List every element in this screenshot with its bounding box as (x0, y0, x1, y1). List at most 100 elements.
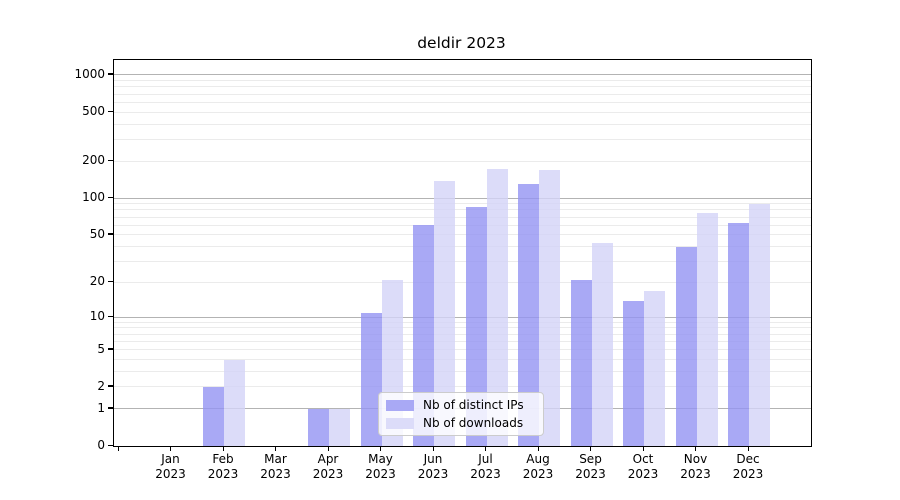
gridline-8 (114, 327, 811, 329)
plot-area (113, 59, 812, 447)
x-tick-label-Aug: Aug 2023 (522, 452, 554, 481)
gridline-3 (114, 371, 811, 373)
gridline-6 (114, 340, 811, 342)
x-tick-label-Jul: Jul 2023 (470, 452, 501, 481)
gridline-80 (114, 209, 811, 211)
bar-downloads-apr (329, 408, 350, 446)
bar-downloads-dec (749, 203, 770, 446)
y-tick-200 (108, 159, 113, 161)
bar-ips-may (360, 312, 382, 446)
legend-label-downloads: Nb of downloads (423, 416, 524, 430)
gridline-500 (114, 111, 811, 113)
gridline-4 (114, 359, 811, 361)
x-tick-label-Feb: Feb 2023 (207, 452, 239, 481)
legend-swatch-downloads (386, 417, 414, 429)
gridline-800 (114, 86, 811, 88)
gridline-7 (114, 333, 811, 335)
x-tick-Aug (537, 446, 539, 451)
y-tick-label-500: 500 (82, 104, 105, 119)
y-tick-50 (108, 233, 113, 235)
y-tick-label-10: 10 (89, 309, 105, 324)
x-tick-label-Mar: Mar 2023 (260, 452, 291, 481)
y-tick-label-0: 0 (97, 438, 105, 452)
gridline-700 (114, 93, 811, 95)
x-tick-label-Nov: Nov 2023 (680, 452, 711, 481)
chart-title: deldir 2023 (417, 34, 506, 52)
x-tick-Mar (275, 446, 277, 451)
gridline-40 (114, 246, 811, 247)
legend-item-downloads: Nb of downloads (386, 416, 543, 430)
bar-ips-apr (308, 408, 329, 446)
bar-ips-jul (465, 207, 487, 446)
x-tick-Oct (642, 446, 644, 451)
bar-downloads-oct (644, 290, 665, 446)
bar-downloads-sep (591, 242, 613, 446)
bar-ips-sep (570, 279, 592, 446)
y-tick-10 (108, 315, 113, 317)
x-tick-Sep (590, 446, 592, 451)
gridline-10 (114, 316, 811, 318)
bar-downloads-nov (696, 213, 718, 446)
y-tick-label-20: 20 (89, 274, 105, 289)
gridline-2 (114, 386, 811, 388)
y-tick-label-200: 200 (82, 153, 105, 168)
gridline-50 (114, 234, 811, 236)
y-tick-20 (108, 280, 113, 283)
y-tick-5 (108, 348, 113, 350)
gridline-600 (114, 101, 811, 103)
gridline-300 (114, 138, 811, 140)
bar-ips-feb (203, 387, 224, 446)
x-tick-label-Jan: Jan 2023 (155, 452, 186, 481)
x-tick-Jan (170, 446, 172, 451)
legend-swatch-distinct-ips (386, 399, 414, 411)
bar-downloads-jul (486, 169, 508, 446)
x-tick-Dec (747, 446, 749, 451)
gridline-70 (114, 216, 811, 218)
y-tick-0 (108, 444, 113, 446)
gridline-60 (114, 224, 811, 226)
x-tick-Nov (695, 446, 697, 451)
x-tick-Feb (222, 446, 224, 451)
gridline-200 (114, 160, 811, 162)
y-tick-label-1000: 1000 (74, 66, 105, 81)
gridline-30 (114, 261, 811, 263)
gridline-20 (114, 281, 811, 283)
bar-ips-nov (675, 246, 697, 446)
y-tick-100 (108, 196, 113, 198)
y-tick-1000 (108, 73, 113, 75)
y-tick-label-2: 2 (97, 378, 105, 393)
x-tick-leading (117, 446, 119, 451)
x-tick-label-Sep: Sep 2023 (575, 452, 606, 481)
bar-ips-oct (623, 300, 644, 446)
x-tick-label-May: May 2023 (365, 452, 396, 481)
x-tick-Apr (327, 446, 329, 451)
legend: Nb of distinct IPs Nb of downloads (378, 392, 544, 436)
bar-ips-dec (728, 223, 749, 446)
x-tick-Jun (432, 446, 434, 451)
y-tick-label-1: 1 (97, 400, 105, 415)
gridline-400 (114, 123, 811, 125)
gridline-1000 (114, 74, 811, 76)
bar-downloads-jun (434, 180, 455, 446)
gridline-5 (114, 349, 811, 351)
gridline-9 (114, 321, 811, 323)
gridline-90 (114, 203, 811, 205)
x-tick-label-Dec: Dec 2023 (732, 452, 764, 481)
y-tick-label-100: 100 (82, 190, 105, 205)
x-tick-label-Oct: Oct 2023 (627, 452, 659, 481)
y-tick-1 (108, 407, 113, 409)
bar-downloads-feb (224, 359, 245, 446)
bar-ips-aug (518, 184, 539, 446)
x-tick-label-Jun: Jun 2023 (417, 452, 449, 481)
legend-label-distinct-ips: Nb of distinct IPs (423, 398, 524, 412)
bar-ips-jun (413, 225, 434, 446)
legend-item-distinct-ips: Nb of distinct IPs (386, 398, 543, 412)
x-tick-May (380, 446, 382, 451)
gridline-100 (114, 197, 811, 199)
y-tick-2 (108, 385, 113, 387)
x-tick-label-Apr: Apr 2023 (312, 452, 344, 481)
x-tick-Jul (485, 446, 487, 451)
y-tick-label-50: 50 (89, 226, 105, 241)
gridline-900 (114, 80, 811, 82)
